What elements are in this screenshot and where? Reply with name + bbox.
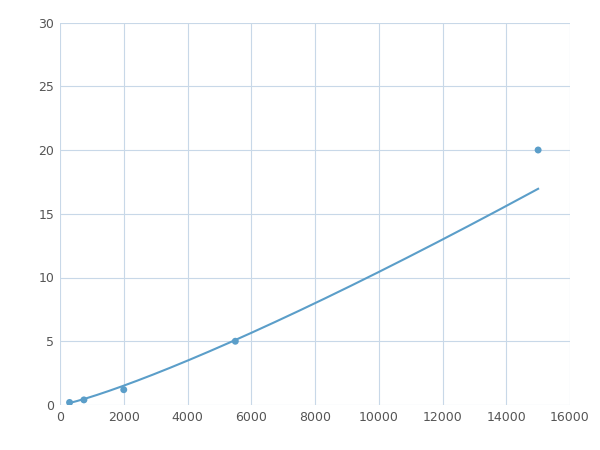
Point — [119, 386, 128, 393]
Point — [533, 146, 543, 153]
Point — [65, 399, 74, 406]
Point — [79, 396, 89, 404]
Point — [230, 338, 240, 345]
